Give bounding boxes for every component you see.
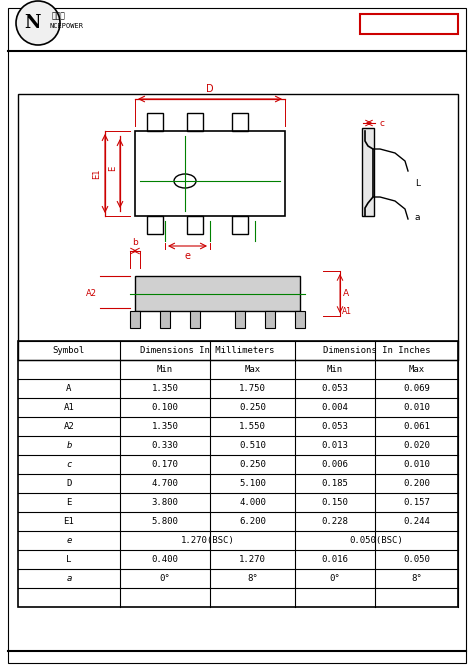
Text: L: L xyxy=(66,555,72,564)
Text: D: D xyxy=(66,479,72,488)
Text: A1: A1 xyxy=(64,403,74,412)
Bar xyxy=(18,341,458,607)
Text: c: c xyxy=(380,119,385,127)
Bar xyxy=(135,276,300,311)
Bar xyxy=(160,311,170,328)
Text: E: E xyxy=(108,166,117,171)
Text: 0.053: 0.053 xyxy=(321,384,348,393)
Bar xyxy=(375,531,457,549)
Text: 0.013: 0.013 xyxy=(321,441,348,450)
Text: 1.270: 1.270 xyxy=(239,555,266,564)
Text: 0.157: 0.157 xyxy=(403,498,430,507)
Text: L: L xyxy=(415,178,420,187)
Text: 1.350: 1.350 xyxy=(152,422,178,431)
Text: 0.150: 0.150 xyxy=(321,498,348,507)
Text: 0.330: 0.330 xyxy=(152,441,178,450)
Bar xyxy=(130,311,140,328)
Text: 1.750: 1.750 xyxy=(239,384,266,393)
Text: NCEPOWER: NCEPOWER xyxy=(50,23,84,29)
Text: E: E xyxy=(66,498,72,507)
Text: 8°: 8° xyxy=(411,574,422,583)
Text: a: a xyxy=(66,574,72,583)
Text: b: b xyxy=(132,238,138,247)
Bar xyxy=(147,113,163,131)
Text: 6.200: 6.200 xyxy=(239,517,266,526)
Bar xyxy=(135,131,285,216)
Text: 0.200: 0.200 xyxy=(403,479,430,488)
Text: E1: E1 xyxy=(92,168,101,178)
Text: 0.020: 0.020 xyxy=(403,441,430,450)
Bar xyxy=(265,311,275,328)
Text: 0.006: 0.006 xyxy=(321,460,348,469)
Text: Dimensions In Millimeters: Dimensions In Millimeters xyxy=(140,346,275,355)
Text: A2: A2 xyxy=(86,289,97,298)
Text: 0°: 0° xyxy=(160,574,170,583)
Text: 1.270(BSC): 1.270(BSC) xyxy=(181,536,234,545)
Text: Symbol: Symbol xyxy=(53,346,85,355)
Bar xyxy=(235,311,245,328)
Text: b: b xyxy=(66,441,72,450)
Text: Min: Min xyxy=(327,365,343,374)
Text: Max: Max xyxy=(245,365,261,374)
Text: 0.250: 0.250 xyxy=(239,460,266,469)
Text: Max: Max xyxy=(409,365,425,374)
Text: 0.100: 0.100 xyxy=(152,403,178,412)
Text: e: e xyxy=(66,536,72,545)
Text: 5.100: 5.100 xyxy=(239,479,266,488)
Bar xyxy=(232,216,248,234)
Text: D: D xyxy=(206,84,214,94)
Text: a: a xyxy=(415,213,420,223)
Text: 新功率: 新功率 xyxy=(52,11,66,21)
Bar xyxy=(190,311,200,328)
Text: 0.050(BSC): 0.050(BSC) xyxy=(350,536,403,545)
Text: Dimensions In Inches: Dimensions In Inches xyxy=(323,346,430,355)
Text: 0.061: 0.061 xyxy=(403,422,430,431)
Text: 0.510: 0.510 xyxy=(239,441,266,450)
Bar xyxy=(360,14,458,34)
Text: A: A xyxy=(66,384,72,393)
Text: 3.800: 3.800 xyxy=(152,498,178,507)
Text: 8°: 8° xyxy=(247,574,258,583)
Bar xyxy=(362,128,374,216)
Bar xyxy=(18,94,458,360)
Text: c: c xyxy=(66,460,72,469)
Text: 0.069: 0.069 xyxy=(403,384,430,393)
Text: 0.244: 0.244 xyxy=(403,517,430,526)
Text: 0°: 0° xyxy=(329,574,340,583)
Text: A2: A2 xyxy=(64,422,74,431)
Text: 0.050: 0.050 xyxy=(403,555,430,564)
Bar xyxy=(187,113,203,131)
Text: 4.000: 4.000 xyxy=(239,498,266,507)
Bar xyxy=(147,216,163,234)
Text: 0.010: 0.010 xyxy=(403,403,430,412)
Text: 5.800: 5.800 xyxy=(152,517,178,526)
Text: e: e xyxy=(184,251,191,261)
Bar xyxy=(232,113,248,131)
Text: A1: A1 xyxy=(342,307,352,315)
Text: 0.228: 0.228 xyxy=(321,517,348,526)
Circle shape xyxy=(16,1,60,45)
Text: 0.010: 0.010 xyxy=(403,460,430,469)
Bar xyxy=(295,311,305,328)
Text: 0.185: 0.185 xyxy=(321,479,348,488)
Text: 0.170: 0.170 xyxy=(152,460,178,469)
Text: 1.550: 1.550 xyxy=(239,422,266,431)
Text: 1.350: 1.350 xyxy=(152,384,178,393)
Text: 0.400: 0.400 xyxy=(152,555,178,564)
Text: A: A xyxy=(343,289,349,298)
Text: 0.250: 0.250 xyxy=(239,403,266,412)
Bar xyxy=(187,216,203,234)
Text: 0.016: 0.016 xyxy=(321,555,348,564)
Text: Min: Min xyxy=(157,365,173,374)
Text: 0.004: 0.004 xyxy=(321,403,348,412)
Bar xyxy=(210,531,294,549)
Text: N: N xyxy=(25,14,41,32)
Text: 4.700: 4.700 xyxy=(152,479,178,488)
Text: E1: E1 xyxy=(64,517,74,526)
Text: 0.053: 0.053 xyxy=(321,422,348,431)
